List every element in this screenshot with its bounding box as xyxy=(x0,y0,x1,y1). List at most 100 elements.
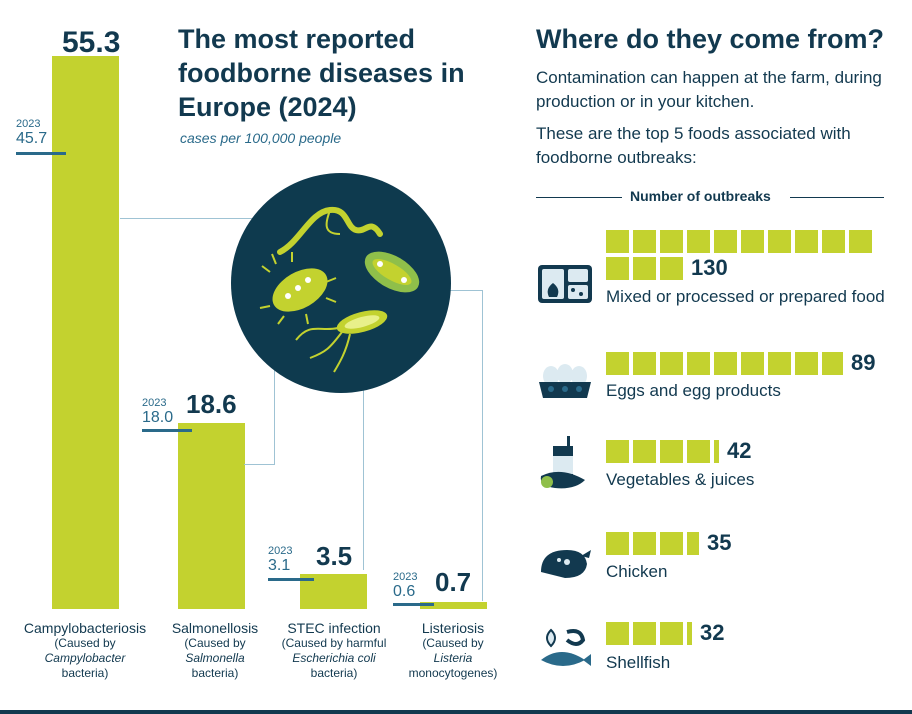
outbreak-square xyxy=(606,440,629,463)
right-panel-title: Where do they come from? xyxy=(536,24,885,54)
food-label-eggs: Eggs and egg products xyxy=(606,381,781,400)
outbreak-value-eggs: 89 xyxy=(851,350,876,375)
category-salmonellosis: Salmonellosis (Caused by Salmonella bact… xyxy=(150,620,280,681)
food-label-shellfish: Shellfish xyxy=(606,653,671,672)
outbreak-value-chicken: 35 xyxy=(707,530,732,555)
prev-value-campylobacteriosis: 45.7 xyxy=(16,130,48,147)
outbreak-square xyxy=(822,352,843,375)
outbreak-square xyxy=(714,230,737,253)
bar-campylobacteriosis xyxy=(52,56,119,609)
prev-marker-salmonellosis xyxy=(142,429,192,432)
outbreak-square xyxy=(849,230,872,253)
bar-listeriosis xyxy=(420,602,487,609)
category-listeriosis: Listeriosis (Caused by Listeria monocyto… xyxy=(396,620,510,681)
outbreak-square xyxy=(660,257,683,280)
outbreak-square xyxy=(795,230,818,253)
outbreak-square xyxy=(606,352,629,375)
outbreak-square xyxy=(660,532,683,555)
prev-year-label: 2023 xyxy=(393,571,418,583)
outbreak-square xyxy=(687,532,699,555)
outbreak-square xyxy=(741,352,764,375)
leader-line-ecoli xyxy=(363,330,364,570)
outbreak-square xyxy=(606,257,629,280)
outbreak-square xyxy=(795,352,818,375)
value-label-salmonellosis: 18.6 xyxy=(186,389,237,419)
category-name: STEC infection xyxy=(287,620,381,636)
bacteria-illustration xyxy=(231,173,451,393)
outbreak-square xyxy=(714,352,737,375)
food-label-chicken: Chicken xyxy=(606,562,668,581)
salmonella-icon xyxy=(259,252,337,325)
leader-line-campylobacter xyxy=(120,218,295,219)
eggs-icon xyxy=(539,364,591,398)
intro-text-2: These are the top 5 foods associated wit… xyxy=(536,124,851,167)
outbreak-square xyxy=(660,440,683,463)
category-cause-line: bacteria) xyxy=(191,666,239,680)
category-cause-organism: Salmonella xyxy=(185,651,245,665)
outbreaks-axis-label: Number of outbreaks xyxy=(630,188,771,204)
outbreak-square xyxy=(687,230,710,253)
category-cause-organism: Listeria xyxy=(433,651,473,665)
prev-marker-campylobacteriosis xyxy=(16,152,66,155)
intro-text-1: Contamination can happen at the farm, du… xyxy=(536,68,882,111)
prev-year-label: 2023 xyxy=(16,118,41,130)
prev-marker-listeriosis xyxy=(393,603,434,606)
chart-subtitle: cases per 100,000 people xyxy=(180,130,342,146)
category-cause-line: (Caused by xyxy=(184,636,246,650)
outbreak-value-shellfish: 32 xyxy=(700,620,725,645)
category-campylobacteriosis: Campylobacteriosis (Caused by Campylobac… xyxy=(10,620,160,681)
outbreak-square xyxy=(633,352,656,375)
outbreak-square xyxy=(660,622,683,645)
prev-year-label: 2023 xyxy=(268,545,293,557)
category-cause-line: (Caused by xyxy=(422,636,484,650)
shellfish-icon xyxy=(541,628,591,666)
leader-line-salmonella xyxy=(244,300,275,465)
prev-marker-stec xyxy=(268,578,314,581)
food-label-prepared-food: Mixed or processed or prepared food xyxy=(606,287,885,306)
category-cause-line: (Caused by xyxy=(54,636,116,650)
category-stec: STEC infection (Caused by harmful Escher… xyxy=(272,620,396,681)
outbreak-square xyxy=(687,622,692,645)
axis-rule-left xyxy=(536,197,622,198)
category-cause-organism: Escherichia coli xyxy=(292,651,376,665)
outbreak-square xyxy=(606,532,629,555)
campylobacter-icon xyxy=(277,206,383,255)
page-title: The most reported foodborne diseases in … xyxy=(178,24,465,122)
outbreak-square xyxy=(687,440,710,463)
outbreak-square xyxy=(687,352,710,375)
outbreak-square xyxy=(768,352,791,375)
vegetables-juice-icon xyxy=(540,436,585,489)
value-label-campylobacteriosis: 55.3 xyxy=(62,26,121,59)
prepared-food-icon xyxy=(538,265,592,303)
leader-line-listeria xyxy=(420,290,483,601)
outbreak-square xyxy=(714,440,719,463)
prev-value-listeriosis: 0.6 xyxy=(393,583,416,600)
category-name: Listeriosis xyxy=(421,620,485,636)
bar-salmonellosis xyxy=(178,423,245,609)
food-label-vegetables: Vegetables & juices xyxy=(606,470,755,489)
outbreak-square xyxy=(633,532,656,555)
ecoli-icon xyxy=(295,310,388,373)
category-name: Campylobacteriosis xyxy=(23,620,147,636)
category-name: Salmonellosis xyxy=(171,620,259,636)
axis-rule-right xyxy=(790,197,884,198)
value-label-stec: 3.5 xyxy=(316,541,353,571)
prev-value-stec: 3.1 xyxy=(268,557,291,574)
outbreak-square xyxy=(633,230,656,253)
outbreak-square xyxy=(768,230,791,253)
outbreak-square xyxy=(633,257,656,280)
outbreak-square xyxy=(633,622,656,645)
bacteria-circle xyxy=(231,173,451,393)
outbreak-square xyxy=(741,230,764,253)
outbreak-value-vegetables: 42 xyxy=(727,438,752,463)
bottom-rule xyxy=(0,710,912,714)
prev-value-salmonellosis: 18.0 xyxy=(142,409,174,426)
category-cause-organism: Campylobacter xyxy=(44,651,126,665)
outbreak-square xyxy=(606,230,629,253)
outbreak-square xyxy=(660,352,683,375)
outbreak-square xyxy=(606,622,629,645)
outbreak-square xyxy=(822,230,845,253)
chicken-icon xyxy=(541,550,591,578)
outbreak-square xyxy=(633,440,656,463)
